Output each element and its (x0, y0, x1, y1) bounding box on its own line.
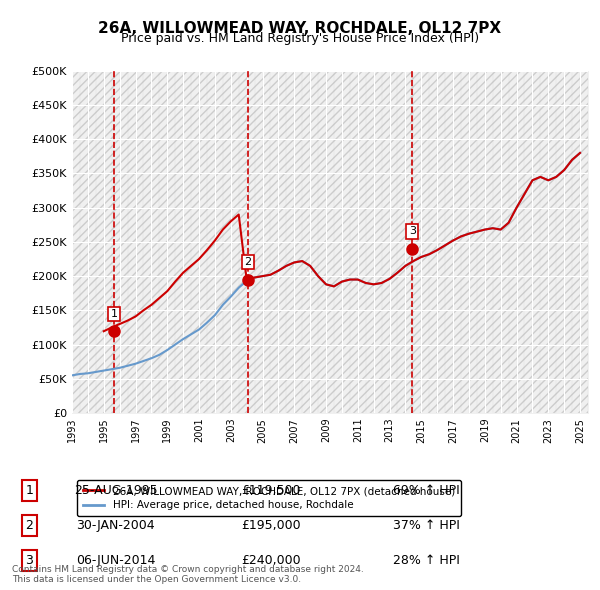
Text: £195,000: £195,000 (241, 519, 301, 532)
Text: 1: 1 (110, 309, 118, 319)
Text: 37% ↑ HPI: 37% ↑ HPI (393, 519, 460, 532)
Text: £240,000: £240,000 (241, 554, 301, 567)
Text: 69% ↑ HPI: 69% ↑ HPI (394, 484, 460, 497)
Text: £119,500: £119,500 (241, 484, 301, 497)
Text: 3: 3 (25, 554, 33, 567)
Text: 06-JUN-2014: 06-JUN-2014 (76, 554, 155, 567)
Text: 30-JAN-2004: 30-JAN-2004 (76, 519, 155, 532)
Text: 28% ↑ HPI: 28% ↑ HPI (393, 554, 460, 567)
Text: Price paid vs. HM Land Registry's House Price Index (HPI): Price paid vs. HM Land Registry's House … (121, 32, 479, 45)
Text: 3: 3 (409, 227, 416, 237)
Text: 26A, WILLOWMEAD WAY, ROCHDALE, OL12 7PX: 26A, WILLOWMEAD WAY, ROCHDALE, OL12 7PX (98, 21, 502, 35)
Text: 2: 2 (244, 257, 251, 267)
Legend: 26A, WILLOWMEAD WAY, ROCHDALE, OL12 7PX (detached house), HPI: Average price, de: 26A, WILLOWMEAD WAY, ROCHDALE, OL12 7PX … (77, 480, 461, 516)
Text: Contains HM Land Registry data © Crown copyright and database right 2024.
This d: Contains HM Land Registry data © Crown c… (12, 565, 364, 584)
Text: 2: 2 (25, 519, 33, 532)
Text: 25-AUG-1995: 25-AUG-1995 (74, 484, 157, 497)
Text: 1: 1 (25, 484, 33, 497)
